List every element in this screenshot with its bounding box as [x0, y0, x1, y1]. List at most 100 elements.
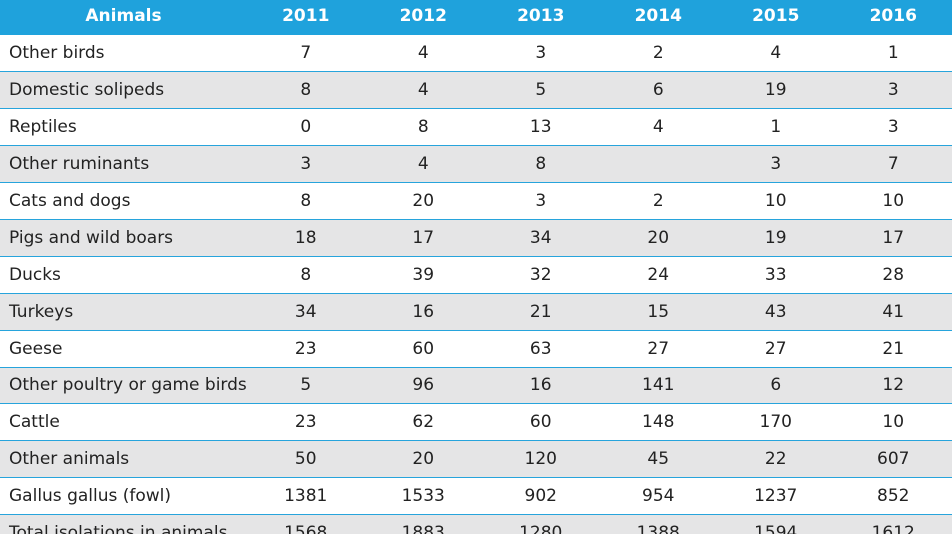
cell-value: 15: [647, 301, 670, 322]
cell-value: 8: [300, 191, 312, 211]
header-year-2011: 2011: [282, 5, 330, 26]
row-label: Pigs and wild boars: [9, 227, 174, 248]
cell-value: 1: [770, 117, 782, 138]
row-label: Other poultry or game birds: [9, 375, 247, 396]
cell-value: 21: [529, 301, 552, 322]
cell-value: 10: [882, 191, 905, 211]
cell-value: 120: [524, 449, 557, 470]
cell-value: 954: [642, 486, 675, 507]
cell-value: 8: [535, 154, 547, 175]
cell-value: 20: [412, 191, 435, 211]
cell-value: 27: [764, 338, 787, 359]
table-row: Domestic solipeds 8 4 5 6 19 3: [0, 71, 952, 109]
cell-value: 0: [300, 117, 312, 138]
cell-value: 60: [412, 338, 435, 359]
cell-value: 34: [529, 227, 552, 248]
row-label: Other animals: [9, 449, 130, 470]
cell-value: 21: [882, 338, 905, 359]
cell-value: 1280: [519, 523, 563, 534]
table-row: Turkeys 34 16 21 15 43 41: [0, 293, 952, 331]
cell-value: 3: [887, 80, 899, 101]
cell-value: 902: [524, 486, 557, 507]
cell-value: 23: [294, 412, 317, 433]
row-label: Geese: [9, 338, 63, 359]
cell-value: 1381: [284, 486, 328, 507]
table-row: Total isolations in animals 1568 1883 1280 1…: [0, 514, 952, 534]
cell-value: 17: [412, 227, 435, 248]
cell-value: 27: [647, 338, 670, 359]
cell-value: 3: [770, 154, 782, 175]
table-row: Other animals 50 20 120 45 22 607: [0, 440, 952, 478]
cell-value: 7: [300, 43, 312, 64]
cell-value: 3: [535, 191, 547, 211]
cell-value: 33: [764, 264, 787, 285]
header-year-2012: 2012: [399, 5, 447, 26]
table-body: Other birds 7 4 3 2 4 1 Domestic solipeds 8 4 5 6 19…: [0, 35, 952, 534]
cell-value: 62: [412, 412, 435, 433]
cell-value: 141: [642, 375, 675, 396]
cell-value: 4: [417, 43, 429, 64]
cell-value: 10: [882, 412, 905, 433]
cell-value: 1883: [401, 523, 445, 534]
cell-value: 1568: [284, 523, 328, 534]
table-row: Reptiles 0 8 13 4 1 3: [0, 109, 952, 146]
table-row: Gallus gallus (fowl) 1381 1533 902 954 1237 85…: [0, 478, 952, 515]
header-animals: Animals: [85, 5, 162, 26]
cell-value: 7: [887, 154, 899, 175]
cell-value: 148: [642, 412, 675, 433]
cell-value: 4: [417, 154, 429, 175]
cell-value: 12: [882, 375, 905, 396]
cell-value: 2: [652, 43, 664, 64]
cell-value: 607: [877, 449, 910, 470]
cell-value: 4: [417, 80, 429, 101]
row-label: Cattle: [9, 412, 60, 433]
cell-value: 3: [535, 43, 547, 64]
cell-value: 6: [770, 375, 782, 396]
cell-value: 2: [652, 191, 664, 211]
cell-value: 6: [652, 80, 664, 101]
cell-value: 8: [300, 80, 312, 101]
cell-value: 43: [764, 301, 787, 322]
cell-value: 16: [529, 375, 552, 396]
cell-value: 852: [877, 486, 910, 507]
header-row: Animals 2011 2012 2013 2014 2015 2016: [0, 0, 952, 35]
cell-value: 3: [300, 154, 312, 175]
cell-value: 39: [412, 264, 435, 285]
header-year-2014: 2014: [634, 5, 682, 26]
cell-value: 4: [770, 43, 782, 64]
cell-value: 28: [882, 264, 905, 285]
cell-value: 13: [529, 117, 552, 138]
cell-value: 60: [529, 412, 552, 433]
cell-value: 41: [882, 301, 905, 322]
cell-value: 16: [412, 301, 435, 322]
cell-value: 8: [417, 117, 429, 138]
cell-value: 50: [294, 449, 317, 470]
row-label: Total isolations in animals: [9, 523, 228, 534]
table-row: Other poultry or game birds 5 96 16 141 6 12: [0, 367, 952, 404]
cell-value: 1612: [871, 523, 915, 534]
row-label: Domestic solipeds: [9, 80, 165, 101]
cell-value: 34: [294, 301, 317, 322]
table-row: Cattle 23 62 60 148 170 10: [0, 404, 952, 441]
row-label: Other ruminants: [9, 154, 150, 175]
cell-value: 170: [759, 412, 792, 433]
cell-value: 10: [764, 191, 787, 211]
header-year-2016: 2016: [869, 5, 917, 26]
cell-value: 4: [652, 117, 664, 138]
cell-value: 8: [300, 264, 312, 285]
cell-value: [600, 146, 718, 183]
row-label: Other birds: [9, 43, 105, 64]
cell-value: 20: [412, 449, 435, 470]
header-year-2015: 2015: [752, 5, 800, 26]
cell-value: 1594: [754, 523, 798, 534]
cell-value: 3: [887, 117, 899, 138]
table-row: Ducks 8 39 32 24 33 28: [0, 256, 952, 294]
cell-value: 17: [882, 227, 905, 248]
cell-value: 1533: [401, 486, 445, 507]
table-row: Other ruminants 3 4 8 3 7: [0, 145, 952, 183]
cell-value: 19: [764, 227, 787, 248]
row-label: Turkeys: [9, 301, 74, 322]
cell-value: 23: [294, 338, 317, 359]
cell-value: 32: [529, 264, 552, 285]
